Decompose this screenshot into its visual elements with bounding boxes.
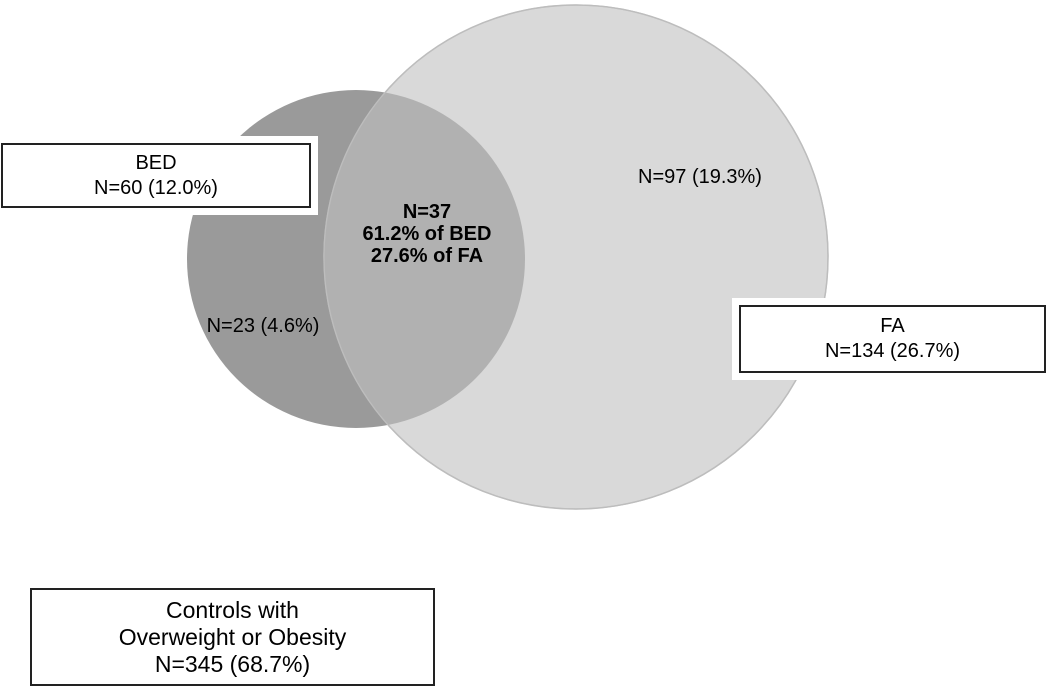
- bed-label-box: BED N=60 (12.0%): [1, 143, 311, 208]
- fa-circle-outline: [323, 4, 829, 510]
- overlap-count-line: N=37: [402, 201, 452, 223]
- overlap-region: [324, 90, 525, 428]
- fa-label-box: FA N=134 (26.7%): [739, 305, 1046, 373]
- bed-only-count-label: N=23 (4.6%): [206, 315, 320, 337]
- fa-only-count-label: N=97 (19.3%): [638, 166, 762, 188]
- overlap-pct-of-bed-line: 61.2% of BED: [362, 223, 492, 245]
- controls-box-count: N=345 (68.7%): [154, 650, 311, 677]
- bed-box-count: N=60 (12.0%): [94, 176, 218, 199]
- fa-box-title: FA: [880, 315, 905, 337]
- controls-box-line2: Overweight or Obesity: [118, 623, 347, 650]
- overlap-pct-of-fa-line: 27.6% of FA: [370, 245, 484, 267]
- overlap-count-label: N=37 61.2% of BED 27.6% of FA: [363, 201, 492, 267]
- controls-label-box: Controls with Overweight or Obesity N=34…: [30, 588, 435, 686]
- controls-box-line1: Controls with: [166, 596, 299, 623]
- fa-box-count: N=134 (26.7%): [824, 340, 961, 362]
- bed-box-title: BED: [135, 151, 177, 174]
